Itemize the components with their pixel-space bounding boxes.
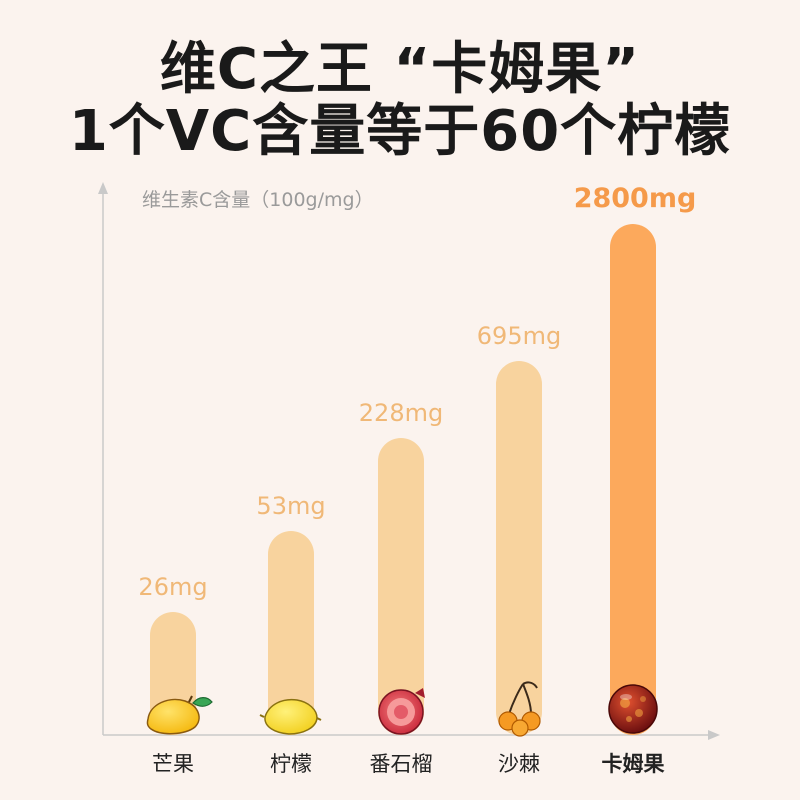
category-label-seabuckthorn: 沙棘 xyxy=(498,752,540,776)
bar-camu-camu xyxy=(610,224,656,735)
title-line-2: 1个VC含量等于60个柠檬 xyxy=(68,99,732,164)
category-label-lemon: 柠檬 xyxy=(270,752,312,776)
mango-icon xyxy=(146,695,213,735)
y-axis-label: 维生素C含量（100g/mg） xyxy=(142,189,374,211)
category-label-camu-camu: 卡姆果 xyxy=(602,752,665,776)
bar-guava xyxy=(378,438,424,735)
value-label-seabuckthorn: 695mg xyxy=(477,322,561,350)
guava-icon xyxy=(378,688,425,735)
title-line-1: 维C之王 “卡姆果” xyxy=(159,37,641,102)
category-label-mango: 芒果 xyxy=(152,752,194,776)
lemon-icon xyxy=(259,698,322,735)
seabuckthorn-icon xyxy=(498,681,541,737)
bar-seabuckthorn xyxy=(496,361,542,735)
camu-camu-icon xyxy=(608,684,658,734)
value-label-camu-camu: 2800mg xyxy=(574,183,697,214)
value-label-guava: 228mg xyxy=(359,399,443,427)
value-label-mango: 26mg xyxy=(138,573,207,601)
value-label-lemon: 53mg xyxy=(256,492,325,520)
x-axis-arrow xyxy=(708,730,720,740)
category-label-guava: 番石榴 xyxy=(370,752,433,776)
bar-lemon xyxy=(268,531,314,735)
y-axis-arrow xyxy=(98,182,108,194)
